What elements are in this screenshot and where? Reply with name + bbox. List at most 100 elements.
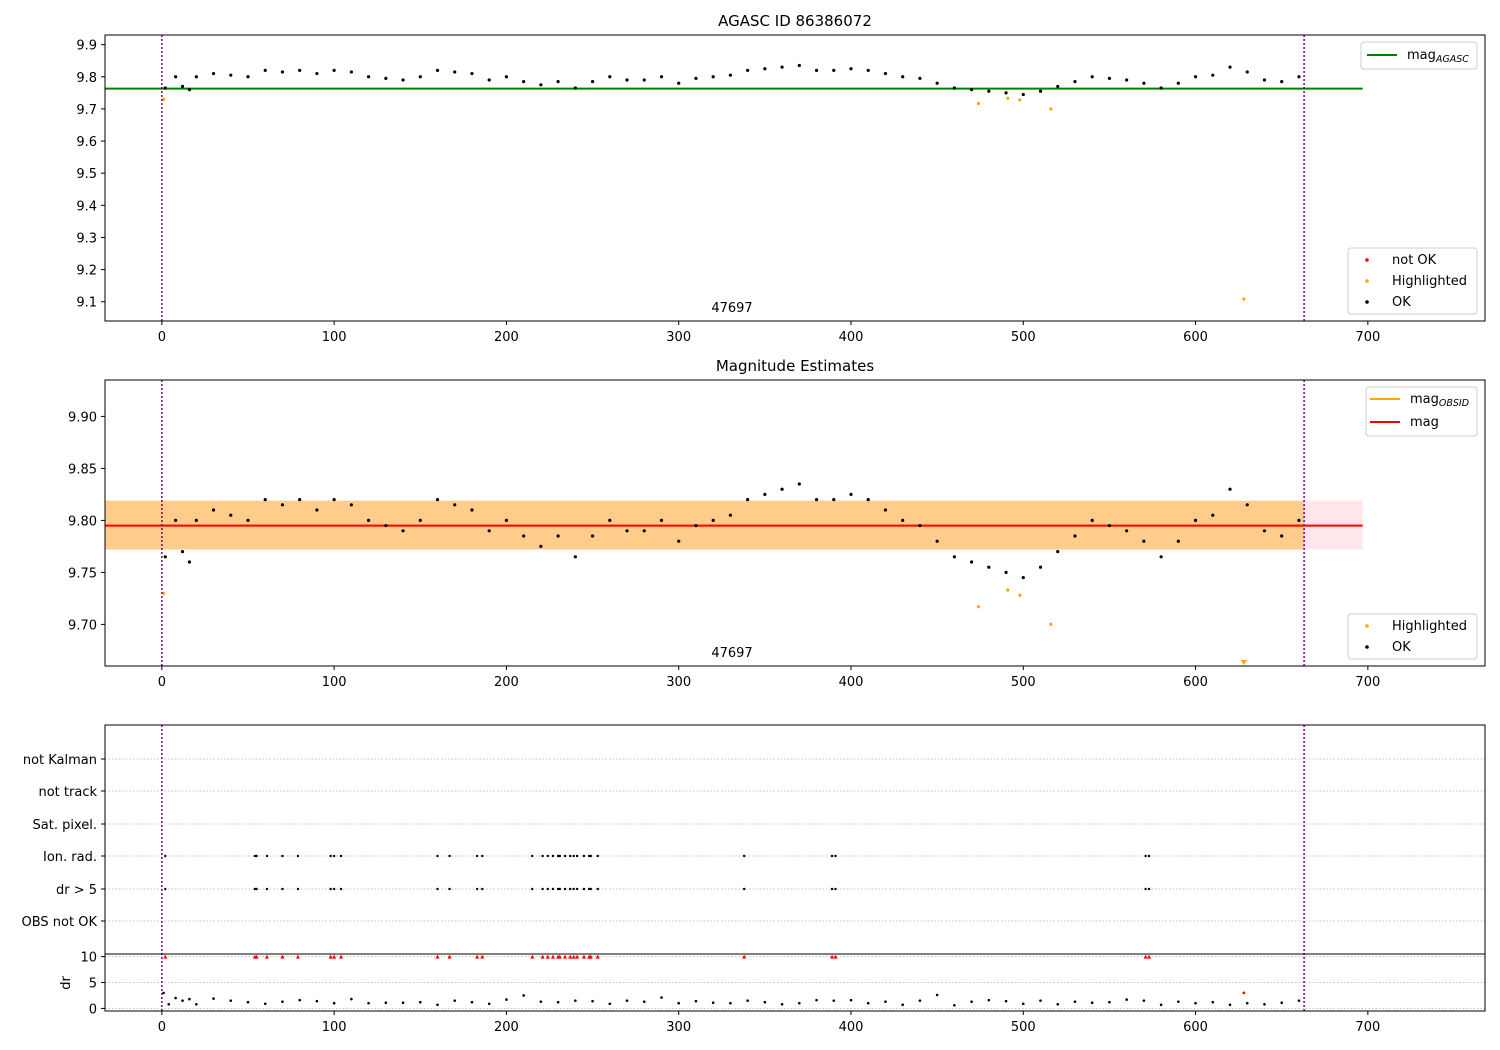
y-tick-label: 9.85 (68, 462, 97, 477)
dr-tick-label: 0 (89, 1002, 97, 1017)
dr-tick-label: 10 (80, 951, 97, 966)
dr-clipped-marker (447, 954, 452, 959)
flag-row-label: not track (38, 785, 97, 800)
flag-marker (281, 854, 284, 858)
dr-point (1159, 1003, 1163, 1007)
data-point (866, 498, 870, 502)
data-point (263, 498, 267, 502)
dr-point (746, 999, 749, 1002)
x-tick-label: 500 (1011, 1020, 1036, 1035)
dr-point (281, 1000, 284, 1003)
data-point (263, 68, 267, 72)
dr-clipped-marker (1147, 954, 1152, 959)
flag-row-label: Ion. rad. (43, 850, 97, 865)
dr-point (1297, 999, 1301, 1002)
data-point (711, 75, 715, 79)
panel3-vlines (161, 725, 1305, 1011)
flag-marker (265, 887, 269, 891)
panel2-points (161, 482, 1301, 665)
flag-marker (475, 887, 479, 891)
data-point (866, 68, 870, 72)
dr-point (574, 999, 577, 1002)
data-point (1262, 78, 1267, 82)
flag-marker (253, 854, 257, 858)
flag-marker (582, 887, 586, 891)
legend-marker-not-ok (1365, 258, 1369, 262)
flag-marker (556, 887, 560, 891)
data-point (556, 79, 560, 84)
flag-marker (596, 887, 599, 891)
panel2-ticks: 0 100 200 300 400 500 600 700 9.70 9.75 9.80 9.85 9.… (68, 410, 1380, 690)
dr-clipped-marker (588, 954, 593, 959)
data-point (1107, 76, 1112, 80)
dr-points (162, 954, 1301, 1007)
dr-point (1245, 1001, 1249, 1005)
dr-clipped-marker (545, 954, 550, 959)
flag-marker (329, 887, 332, 891)
data-point (1107, 524, 1112, 528)
flag-marker (164, 854, 167, 858)
flag-marker (531, 887, 534, 891)
data-point (1073, 79, 1077, 84)
dr-point (694, 999, 698, 1003)
data-point (797, 63, 801, 68)
x-tick-label: 600 (1183, 330, 1208, 345)
dr-point (987, 998, 991, 1002)
data-point (901, 518, 905, 523)
data-point (1038, 565, 1043, 569)
data-point (366, 75, 371, 79)
legend-marker-ok (1365, 645, 1369, 649)
dr-point (367, 1001, 370, 1005)
panel2-legend-upper: magOBSID mag (1365, 386, 1478, 437)
flag-marker (589, 887, 593, 891)
dr-grid (105, 956, 1485, 1009)
dr-point (401, 1001, 405, 1005)
dr-frame (104, 953, 1486, 1012)
dr-point (212, 997, 215, 1000)
dr-point (263, 1002, 267, 1006)
y-tick-label: 9.3 (76, 231, 97, 246)
legend-entry-text: mag (1410, 392, 1439, 407)
data-point (814, 498, 819, 502)
dr-point (418, 1000, 422, 1004)
dr-clipped-marker (550, 954, 555, 959)
flag-marker (265, 854, 269, 858)
data-point (1004, 91, 1008, 95)
dr-point (1108, 1000, 1111, 1004)
flag-marker (558, 854, 562, 858)
dr-point (884, 1000, 887, 1003)
data-point (659, 518, 664, 523)
data-point (280, 70, 285, 74)
y-tick-label: 9.9 (76, 39, 97, 54)
panel1-legend-upper-box (1360, 41, 1478, 70)
dr-point (539, 1000, 543, 1003)
flag-marker (253, 887, 257, 891)
data-point (401, 78, 405, 82)
dr-point (470, 1000, 474, 1004)
flag-marker (164, 887, 167, 891)
data-point (1021, 92, 1025, 97)
data-point (1038, 89, 1043, 93)
dr-point (815, 998, 818, 1002)
flag-marker (541, 887, 544, 891)
dr-clipped-marker (1143, 954, 1148, 959)
data-point (211, 508, 216, 512)
data-point (1159, 86, 1163, 90)
dr-point (246, 1000, 250, 1004)
x-tick-label: 600 (1183, 1020, 1208, 1035)
data-point (987, 565, 991, 569)
data-point (952, 86, 956, 90)
y-tick-label: 9.75 (68, 566, 97, 581)
data-point (504, 518, 509, 523)
dr-point (625, 999, 629, 1002)
data-point (1280, 79, 1284, 84)
flag-marker (481, 887, 484, 891)
x-tick-label: 500 (1011, 675, 1036, 690)
data-point (1056, 84, 1060, 89)
data-point (1228, 487, 1232, 491)
dr-clipped-marker (563, 954, 567, 959)
data-point (659, 75, 664, 79)
flag-marker (563, 854, 567, 858)
flag-marker (575, 854, 579, 858)
data-point (384, 76, 388, 80)
